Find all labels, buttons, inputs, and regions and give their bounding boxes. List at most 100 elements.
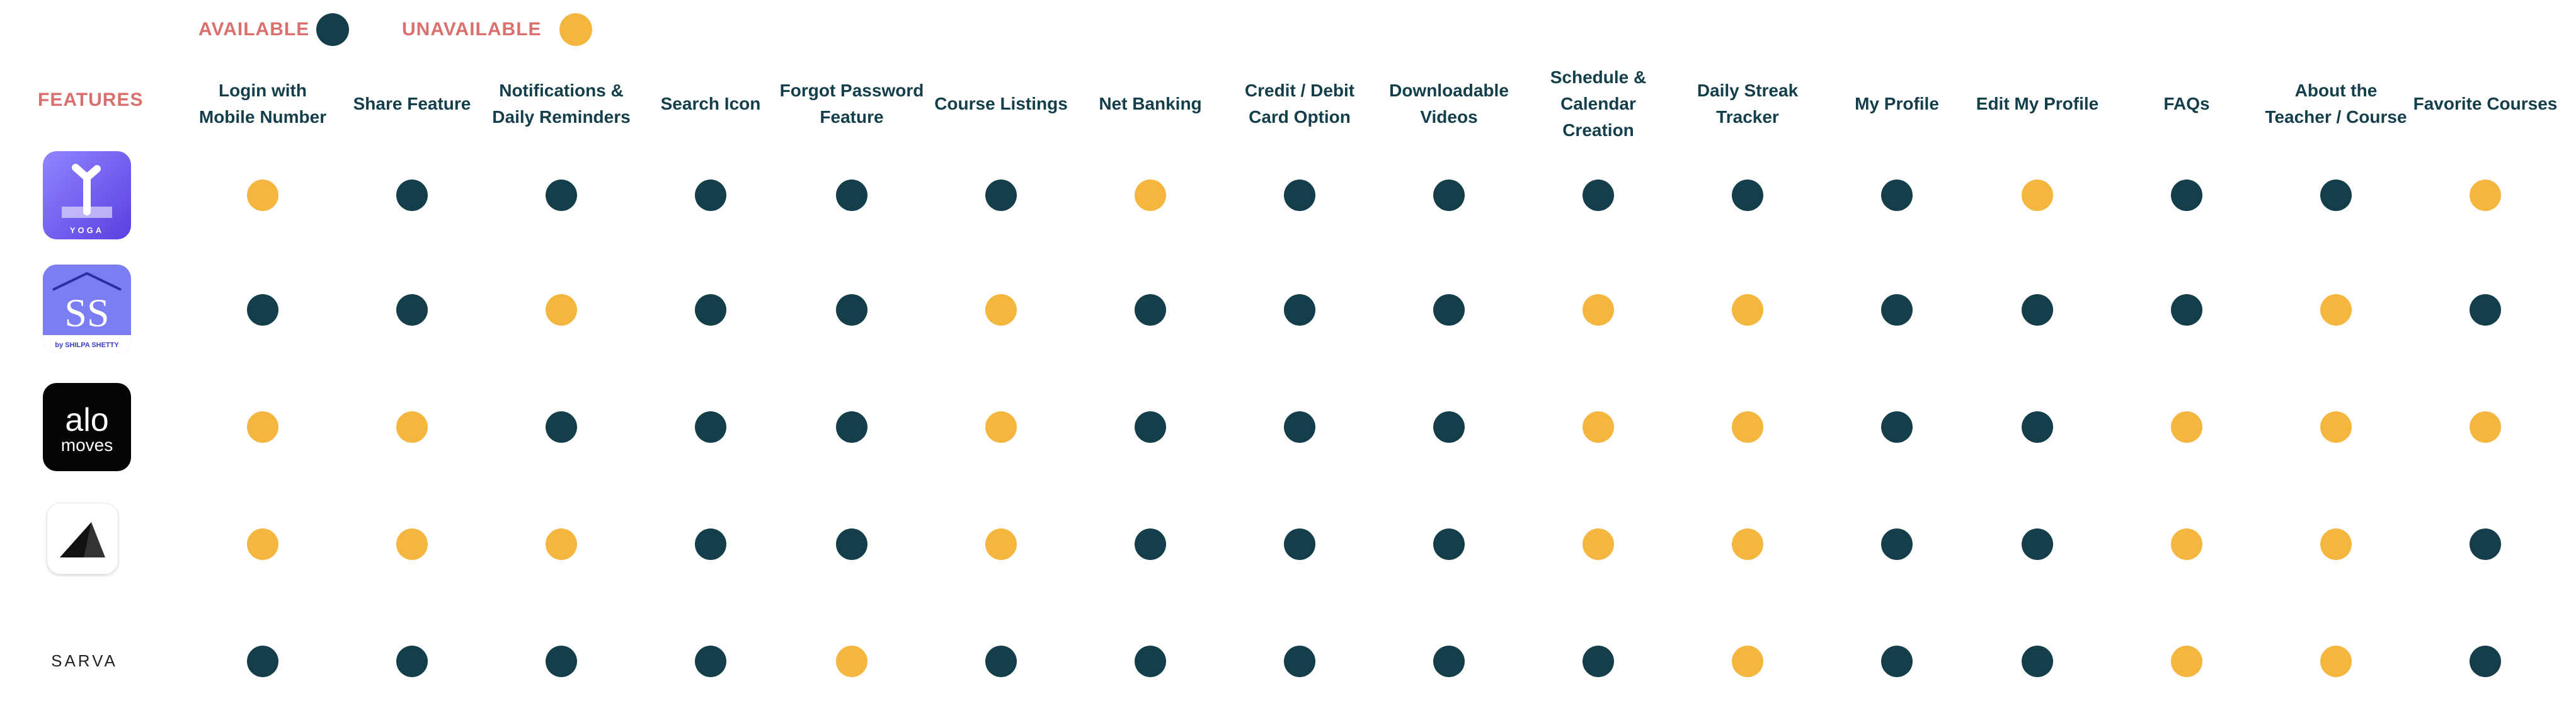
unavailable-dot <box>2022 180 2053 211</box>
column-header: Login with Mobile Number <box>198 81 327 127</box>
column-header: Credit / Debit Card Option <box>1244 81 1355 127</box>
available-dot <box>1433 294 1465 326</box>
available-dot <box>396 294 428 326</box>
unavailable-dot <box>396 528 428 560</box>
unavailable-dot <box>836 646 867 677</box>
available-dot <box>2022 411 2053 443</box>
available-dot <box>1135 411 1166 443</box>
available-dot <box>1881 528 1913 560</box>
unavailable-dot <box>247 411 278 443</box>
column-header: Forgot Password Feature <box>779 81 924 127</box>
unavailable-dot <box>247 528 278 560</box>
available-dot <box>836 411 867 443</box>
available-dot <box>2470 294 2501 326</box>
available-dot <box>1881 180 1913 211</box>
available-dot <box>1881 294 1913 326</box>
unavailable-dot <box>985 528 1017 560</box>
unavailable-dot <box>1732 646 1763 677</box>
available-dot <box>247 294 278 326</box>
sarva-logo-text: SARVA <box>51 651 118 670</box>
available-dot <box>396 180 428 211</box>
unavailable-dot <box>1583 528 1614 560</box>
column-header: Downloadable Videos <box>1389 81 1509 127</box>
available-dot <box>1284 528 1315 560</box>
available-dot <box>1881 411 1913 443</box>
available-dot <box>2470 528 2501 560</box>
legend-unavailable-dot <box>559 13 592 46</box>
available-dot <box>1433 411 1465 443</box>
features-label: FEATURES <box>38 89 144 110</box>
available-dot <box>695 528 726 560</box>
available-dot <box>985 646 1017 677</box>
available-dot <box>2022 294 2053 326</box>
available-dot <box>836 528 867 560</box>
available-dot <box>1135 528 1166 560</box>
available-dot <box>1284 294 1315 326</box>
yoga-app-logo: YOGA <box>43 151 131 239</box>
available-dot <box>1732 180 1763 211</box>
available-dot <box>247 646 278 677</box>
unavailable-dot <box>1732 411 1763 443</box>
available-dot <box>1284 411 1315 443</box>
unavailable-dot <box>985 294 1017 326</box>
unavailable-dot <box>1732 294 1763 326</box>
shilpa-logo-text: by SHILPA SHETTY <box>55 341 119 349</box>
unavailable-dot <box>2320 646 2352 677</box>
available-dot <box>695 411 726 443</box>
unavailable-dot <box>546 528 577 560</box>
available-dot <box>836 180 867 211</box>
available-dot <box>695 646 726 677</box>
unavailable-dot <box>247 180 278 211</box>
svg-text:alo: alo <box>65 402 108 438</box>
unavailable-dot <box>546 294 577 326</box>
unavailable-dot <box>1135 180 1166 211</box>
available-dot <box>1881 646 1913 677</box>
available-dot <box>1135 646 1166 677</box>
available-dot <box>546 411 577 443</box>
available-dot <box>1433 646 1465 677</box>
column-header: Share Feature <box>353 94 471 113</box>
unavailable-dot <box>2470 411 2501 443</box>
available-dot <box>396 646 428 677</box>
available-dot <box>1284 180 1315 211</box>
unavailable-dot <box>2470 180 2501 211</box>
column-header: My Profile <box>1855 94 1939 113</box>
column-header: About the Teacher / Course <box>2265 81 2407 127</box>
available-dot <box>546 180 577 211</box>
available-dot <box>2470 646 2501 677</box>
legend-unavailable-label: UNAVAILABLE <box>402 19 542 40</box>
unavailable-dot <box>1732 528 1763 560</box>
available-dot <box>985 180 1017 211</box>
svg-text:moves: moves <box>61 435 113 455</box>
column-header: Notifications & Daily Reminders <box>492 81 631 127</box>
unavailable-dot <box>1583 294 1614 326</box>
shilpa-shetty-app-logo: SS by SHILPA SHETTY <box>43 265 131 353</box>
available-dot <box>836 294 867 326</box>
column-header: Search Icon <box>660 94 761 113</box>
unavailable-dot <box>2320 294 2352 326</box>
available-dot <box>1433 180 1465 211</box>
available-dot <box>546 646 577 677</box>
unavailable-dot <box>396 411 428 443</box>
unavailable-dot <box>1583 411 1614 443</box>
svg-text:SS: SS <box>64 290 109 335</box>
unavailable-dot <box>2171 411 2202 443</box>
column-header: FAQs <box>2163 94 2210 113</box>
legend-available-label: AVAILABLE <box>198 19 310 40</box>
legend-available-dot <box>316 13 349 46</box>
available-dot <box>2320 180 2352 211</box>
available-dot <box>1135 294 1166 326</box>
column-header: Course Listings <box>934 94 1068 113</box>
available-dot <box>2022 528 2053 560</box>
column-header: Edit My Profile <box>1976 94 2099 113</box>
available-dot <box>1583 646 1614 677</box>
unavailable-dot <box>2320 528 2352 560</box>
triangle-app-logo <box>47 503 118 574</box>
available-dot <box>695 294 726 326</box>
available-dot <box>1583 180 1614 211</box>
available-dot <box>1284 646 1315 677</box>
available-dot <box>2171 180 2202 211</box>
column-header: Net Banking <box>1099 94 1202 113</box>
unavailable-dot <box>2171 646 2202 677</box>
